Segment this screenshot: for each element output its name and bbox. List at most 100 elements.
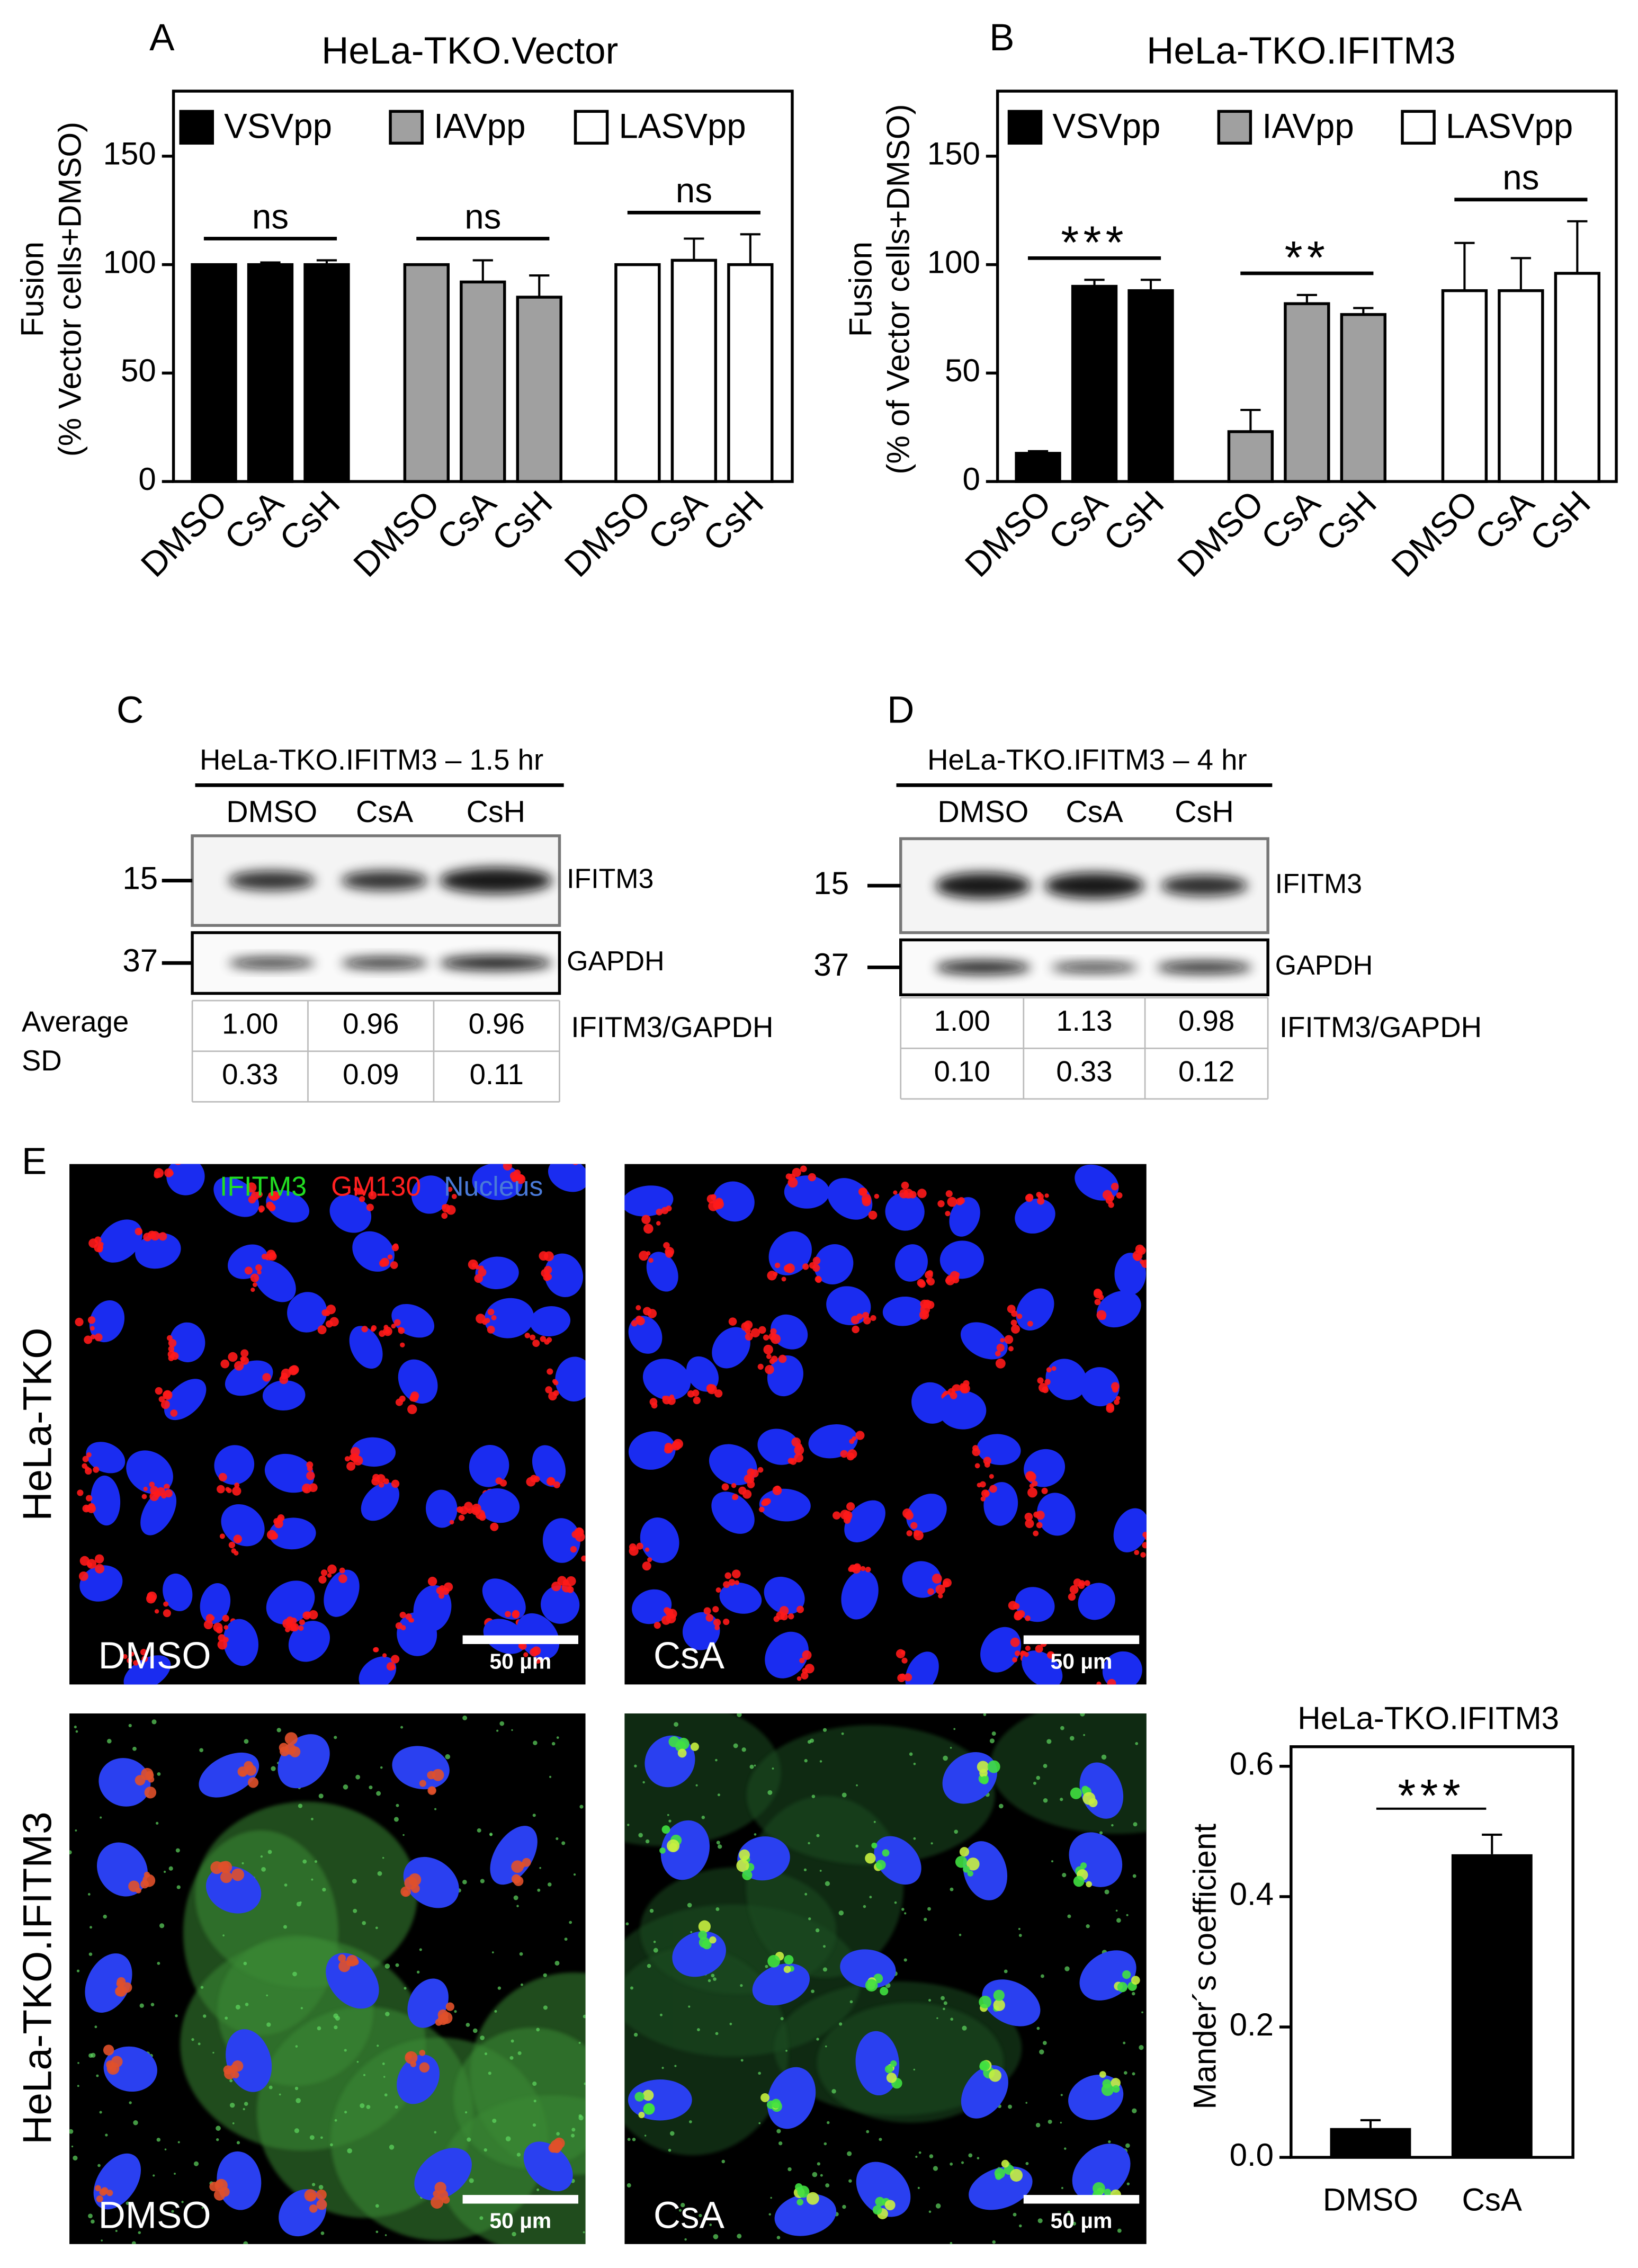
golgi-speck — [391, 1324, 396, 1329]
ifitm3-speck — [770, 2196, 772, 2199]
ifitm3-speck — [533, 2100, 536, 2103]
ifitm3-speck — [768, 2213, 771, 2216]
ifitm3-speck — [1115, 1909, 1118, 1912]
ifitm3-speck — [573, 1873, 576, 1876]
ifitm3-speck — [1104, 1889, 1109, 1895]
golgi-speck — [544, 1251, 554, 1262]
golgi-speck — [285, 1627, 290, 1632]
golgi-speck — [766, 1354, 772, 1359]
y-tick-label: 0 — [138, 461, 156, 497]
golgi-speck — [1010, 2168, 1023, 2182]
nucleus — [713, 1181, 755, 1222]
ifitm3-speck — [918, 2151, 921, 2154]
golgi-speck — [1099, 2071, 1106, 2078]
ifitm3-speck — [96, 2074, 99, 2077]
ifitm3-speck — [842, 2204, 846, 2209]
golgi-speck — [714, 1389, 723, 1398]
ifitm3-speck — [825, 2183, 830, 2187]
ifitm3-speck — [551, 1742, 556, 1746]
y-axis-label: (% Vector cells+DMSO) — [52, 122, 87, 457]
golgi-speck — [728, 1317, 737, 1326]
nucleus — [711, 1492, 755, 1534]
nucleus — [980, 1627, 1022, 1673]
ifitm3-speck — [243, 2108, 245, 2111]
golgi-speck — [731, 1569, 741, 1578]
chart-title: HeLa-TKO.IFITM3 — [1147, 30, 1456, 72]
golgi-speck — [141, 1656, 148, 1662]
golgi-speck — [993, 1989, 1005, 2001]
nucleus — [89, 1300, 125, 1343]
ifitm3-speck — [333, 2013, 338, 2019]
ifitm3-speck — [99, 2111, 102, 2114]
golgi-speck — [1010, 1637, 1020, 1647]
x-tick-label: CsA — [1254, 483, 1327, 557]
ifitm3-speck — [355, 1774, 361, 1780]
table-cell: 0.11 — [470, 1058, 524, 1091]
golgi-speck — [1017, 1610, 1025, 1618]
ifitm3-speck — [225, 2016, 228, 2020]
scale-bar — [462, 1635, 578, 1644]
marker-size: 37 — [813, 947, 849, 983]
golgi-speck — [248, 1777, 259, 1788]
golgi-speck — [391, 1479, 400, 1488]
golgi-speck — [505, 1611, 511, 1618]
ifitm3-speck — [983, 1713, 987, 1716]
golgi-speck — [218, 1634, 226, 1642]
golgi-speck — [641, 1215, 651, 1225]
ifitm3-speck — [815, 1928, 820, 1933]
golgi-speck — [308, 1610, 318, 1620]
golgi-speck — [745, 1333, 753, 1341]
golgi-speck — [882, 1849, 890, 1857]
ifitm3-speck — [163, 1870, 166, 1873]
ifitm3-speck — [776, 2129, 781, 2133]
ifitm3-speck — [717, 1793, 720, 1797]
golgi-speck — [791, 1437, 801, 1447]
ifitm3-speck — [267, 1850, 272, 1854]
golgi-speck — [762, 1498, 769, 1506]
golgi-speck — [977, 1761, 989, 1773]
golgi-speck — [728, 1579, 736, 1586]
bar — [1071, 284, 1118, 483]
ifitm3-speck — [715, 2032, 719, 2035]
ifitm3-speck — [695, 1784, 698, 1787]
golgi-speck — [796, 1676, 802, 1681]
golgi-speck — [643, 1307, 651, 1316]
golgi-speck — [865, 1979, 878, 1992]
nucleus — [91, 1475, 121, 1526]
golgi-speck — [1000, 1338, 1005, 1343]
golgi-speck — [812, 1264, 820, 1272]
golgi-speck — [966, 1858, 980, 1871]
golgi-speck — [266, 1249, 276, 1260]
ifitm3-speck — [71, 2145, 74, 2148]
nucleus — [632, 1589, 672, 1624]
ifitm3-speck — [992, 2240, 996, 2244]
ifitm3-speck — [318, 2185, 324, 2190]
golgi-speck — [215, 2180, 224, 2189]
golgi-speck — [787, 1458, 794, 1464]
nucleus — [642, 1359, 691, 1400]
row-label: SD — [22, 1044, 62, 1077]
golgi-speck — [225, 1487, 230, 1492]
y-axis-label: (% of Vector cells+DMSO) — [881, 104, 916, 475]
ifitm3-speck — [380, 1766, 383, 1769]
golgi-speck — [654, 1622, 661, 1629]
ifitm3-speck — [1036, 2026, 1040, 2030]
table-cell: 0.33 — [1056, 1055, 1112, 1087]
golgi-speck — [1024, 1512, 1033, 1521]
nucleus — [764, 1576, 805, 1614]
golgi-speck — [568, 1154, 575, 1160]
ifitm3-speck — [1061, 2187, 1063, 2189]
band — [1051, 962, 1138, 972]
ifitm3-speck — [1043, 1798, 1048, 1803]
golgi-speck — [557, 1576, 567, 1586]
golgi-speck — [154, 1168, 164, 1178]
ifitm3-speck — [243, 1961, 247, 1966]
ifitm3-speck — [1123, 2041, 1126, 2044]
ifitm3-speck — [1008, 2104, 1012, 2109]
golgi-speck — [438, 1593, 445, 1599]
ifitm3-speck — [73, 2155, 78, 2161]
ifitm3-speck — [1018, 1927, 1021, 1930]
golgi-speck — [852, 1564, 861, 1574]
micrograph — [69, 1154, 586, 1685]
ifitm3-speck — [177, 2141, 180, 2144]
